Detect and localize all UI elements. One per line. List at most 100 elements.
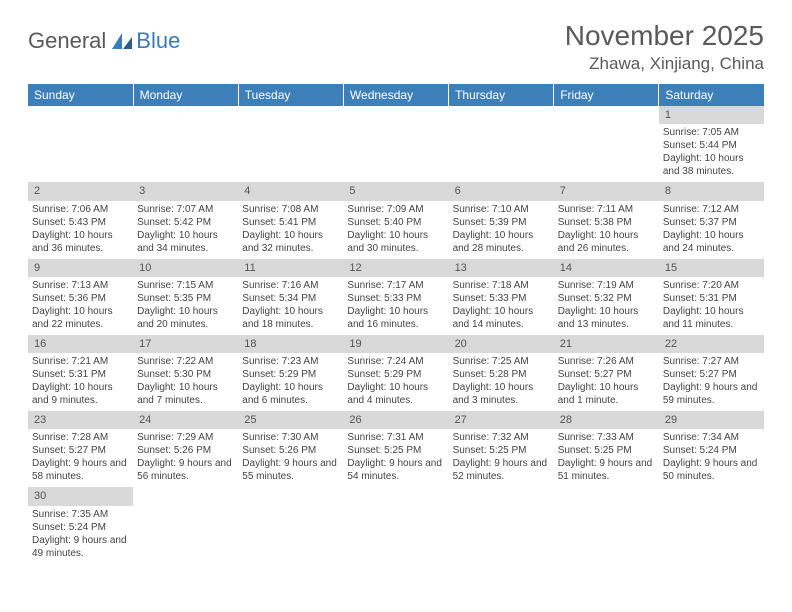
calendar-cell: 19Sunrise: 7:24 AMSunset: 5:29 PMDayligh…	[343, 335, 448, 411]
day-details: Sunrise: 7:11 AMSunset: 5:38 PMDaylight:…	[554, 201, 659, 259]
calendar-cell: 28Sunrise: 7:33 AMSunset: 5:25 PMDayligh…	[554, 411, 659, 487]
daylight-line: Daylight: 10 hours and 6 minutes.	[242, 381, 339, 407]
calendar-cell	[238, 106, 343, 182]
day-details: Sunrise: 7:29 AMSunset: 5:26 PMDaylight:…	[133, 429, 238, 487]
daylight-line: Daylight: 9 hours and 59 minutes.	[663, 381, 760, 407]
daylight-line: Daylight: 10 hours and 28 minutes.	[453, 229, 550, 255]
month-title: November 2025	[565, 20, 764, 52]
sunrise-line: Sunrise: 7:31 AM	[347, 431, 444, 444]
day-details: Sunrise: 7:09 AMSunset: 5:40 PMDaylight:…	[343, 201, 448, 259]
sunset-line: Sunset: 5:34 PM	[242, 292, 339, 305]
daylight-line: Daylight: 9 hours and 58 minutes.	[32, 457, 129, 483]
sunset-line: Sunset: 5:31 PM	[32, 368, 129, 381]
daylight-line: Daylight: 10 hours and 11 minutes.	[663, 305, 760, 331]
daylight-line: Daylight: 10 hours and 9 minutes.	[32, 381, 129, 407]
day-details: Sunrise: 7:23 AMSunset: 5:29 PMDaylight:…	[238, 353, 343, 411]
sunrise-line: Sunrise: 7:12 AM	[663, 203, 760, 216]
calendar-cell: 9Sunrise: 7:13 AMSunset: 5:36 PMDaylight…	[28, 259, 133, 335]
day-number: 18	[238, 335, 343, 353]
day-number: 25	[238, 411, 343, 429]
sunrise-line: Sunrise: 7:09 AM	[347, 203, 444, 216]
sunset-line: Sunset: 5:33 PM	[347, 292, 444, 305]
daylight-line: Daylight: 10 hours and 13 minutes.	[558, 305, 655, 331]
logo: General Blue	[28, 28, 180, 54]
calendar-cell: 8Sunrise: 7:12 AMSunset: 5:37 PMDaylight…	[659, 182, 764, 258]
header: General Blue November 2025 Zhawa, Xinjia…	[28, 20, 764, 74]
day-details: Sunrise: 7:07 AMSunset: 5:42 PMDaylight:…	[133, 201, 238, 259]
sunrise-line: Sunrise: 7:33 AM	[558, 431, 655, 444]
day-number: 16	[28, 335, 133, 353]
calendar-cell	[554, 106, 659, 182]
weekday-header: Monday	[133, 84, 238, 106]
sunrise-line: Sunrise: 7:35 AM	[32, 508, 129, 521]
daylight-line: Daylight: 10 hours and 3 minutes.	[453, 381, 550, 407]
day-number: 30	[28, 487, 133, 505]
sunset-line: Sunset: 5:24 PM	[663, 444, 760, 457]
day-number: 15	[659, 259, 764, 277]
sunrise-line: Sunrise: 7:25 AM	[453, 355, 550, 368]
calendar-cell: 16Sunrise: 7:21 AMSunset: 5:31 PMDayligh…	[28, 335, 133, 411]
logo-text-general: General	[28, 28, 106, 54]
sunset-line: Sunset: 5:26 PM	[242, 444, 339, 457]
daylight-line: Daylight: 10 hours and 18 minutes.	[242, 305, 339, 331]
day-number: 2	[28, 182, 133, 200]
calendar-cell	[133, 487, 238, 563]
weekday-header: Thursday	[449, 84, 554, 106]
day-number: 27	[449, 411, 554, 429]
sunrise-line: Sunrise: 7:24 AM	[347, 355, 444, 368]
calendar-cell	[238, 487, 343, 563]
day-details: Sunrise: 7:13 AMSunset: 5:36 PMDaylight:…	[28, 277, 133, 335]
calendar-cell	[659, 487, 764, 563]
logo-text-blue: Blue	[136, 28, 180, 54]
sunrise-line: Sunrise: 7:23 AM	[242, 355, 339, 368]
sunset-line: Sunset: 5:37 PM	[663, 216, 760, 229]
day-details: Sunrise: 7:30 AMSunset: 5:26 PMDaylight:…	[238, 429, 343, 487]
daylight-line: Daylight: 9 hours and 49 minutes.	[32, 534, 129, 560]
sunset-line: Sunset: 5:29 PM	[347, 368, 444, 381]
sunset-line: Sunset: 5:41 PM	[242, 216, 339, 229]
day-details: Sunrise: 7:35 AMSunset: 5:24 PMDaylight:…	[28, 506, 133, 564]
sunrise-line: Sunrise: 7:22 AM	[137, 355, 234, 368]
day-number: 13	[449, 259, 554, 277]
sunset-line: Sunset: 5:27 PM	[663, 368, 760, 381]
day-number: 22	[659, 335, 764, 353]
calendar-cell: 12Sunrise: 7:17 AMSunset: 5:33 PMDayligh…	[343, 259, 448, 335]
day-number: 3	[133, 182, 238, 200]
day-details: Sunrise: 7:31 AMSunset: 5:25 PMDaylight:…	[343, 429, 448, 487]
sunrise-line: Sunrise: 7:19 AM	[558, 279, 655, 292]
day-number: 14	[554, 259, 659, 277]
day-number: 28	[554, 411, 659, 429]
weekday-header: Sunday	[28, 84, 133, 106]
day-number: 9	[28, 259, 133, 277]
calendar-row: 1Sunrise: 7:05 AMSunset: 5:44 PMDaylight…	[28, 106, 764, 182]
sunset-line: Sunset: 5:30 PM	[137, 368, 234, 381]
sunrise-line: Sunrise: 7:15 AM	[137, 279, 234, 292]
day-details: Sunrise: 7:12 AMSunset: 5:37 PMDaylight:…	[659, 201, 764, 259]
day-number: 17	[133, 335, 238, 353]
daylight-line: Daylight: 10 hours and 34 minutes.	[137, 229, 234, 255]
daylight-line: Daylight: 10 hours and 7 minutes.	[137, 381, 234, 407]
daylight-line: Daylight: 9 hours and 51 minutes.	[558, 457, 655, 483]
calendar-cell: 4Sunrise: 7:08 AMSunset: 5:41 PMDaylight…	[238, 182, 343, 258]
day-details: Sunrise: 7:28 AMSunset: 5:27 PMDaylight:…	[28, 429, 133, 487]
day-number: 6	[449, 182, 554, 200]
day-number: 4	[238, 182, 343, 200]
day-number: 24	[133, 411, 238, 429]
sunset-line: Sunset: 5:36 PM	[32, 292, 129, 305]
day-details: Sunrise: 7:32 AMSunset: 5:25 PMDaylight:…	[449, 429, 554, 487]
day-details: Sunrise: 7:24 AMSunset: 5:29 PMDaylight:…	[343, 353, 448, 411]
day-number: 7	[554, 182, 659, 200]
calendar-cell: 5Sunrise: 7:09 AMSunset: 5:40 PMDaylight…	[343, 182, 448, 258]
sunrise-line: Sunrise: 7:27 AM	[663, 355, 760, 368]
daylight-line: Daylight: 10 hours and 38 minutes.	[663, 152, 760, 178]
calendar-cell: 18Sunrise: 7:23 AMSunset: 5:29 PMDayligh…	[238, 335, 343, 411]
sunset-line: Sunset: 5:25 PM	[347, 444, 444, 457]
daylight-line: Daylight: 10 hours and 32 minutes.	[242, 229, 339, 255]
calendar-cell	[28, 106, 133, 182]
daylight-line: Daylight: 9 hours and 54 minutes.	[347, 457, 444, 483]
day-details: Sunrise: 7:22 AMSunset: 5:30 PMDaylight:…	[133, 353, 238, 411]
sunrise-line: Sunrise: 7:10 AM	[453, 203, 550, 216]
sunrise-line: Sunrise: 7:26 AM	[558, 355, 655, 368]
day-number: 11	[238, 259, 343, 277]
sunrise-line: Sunrise: 7:13 AM	[32, 279, 129, 292]
